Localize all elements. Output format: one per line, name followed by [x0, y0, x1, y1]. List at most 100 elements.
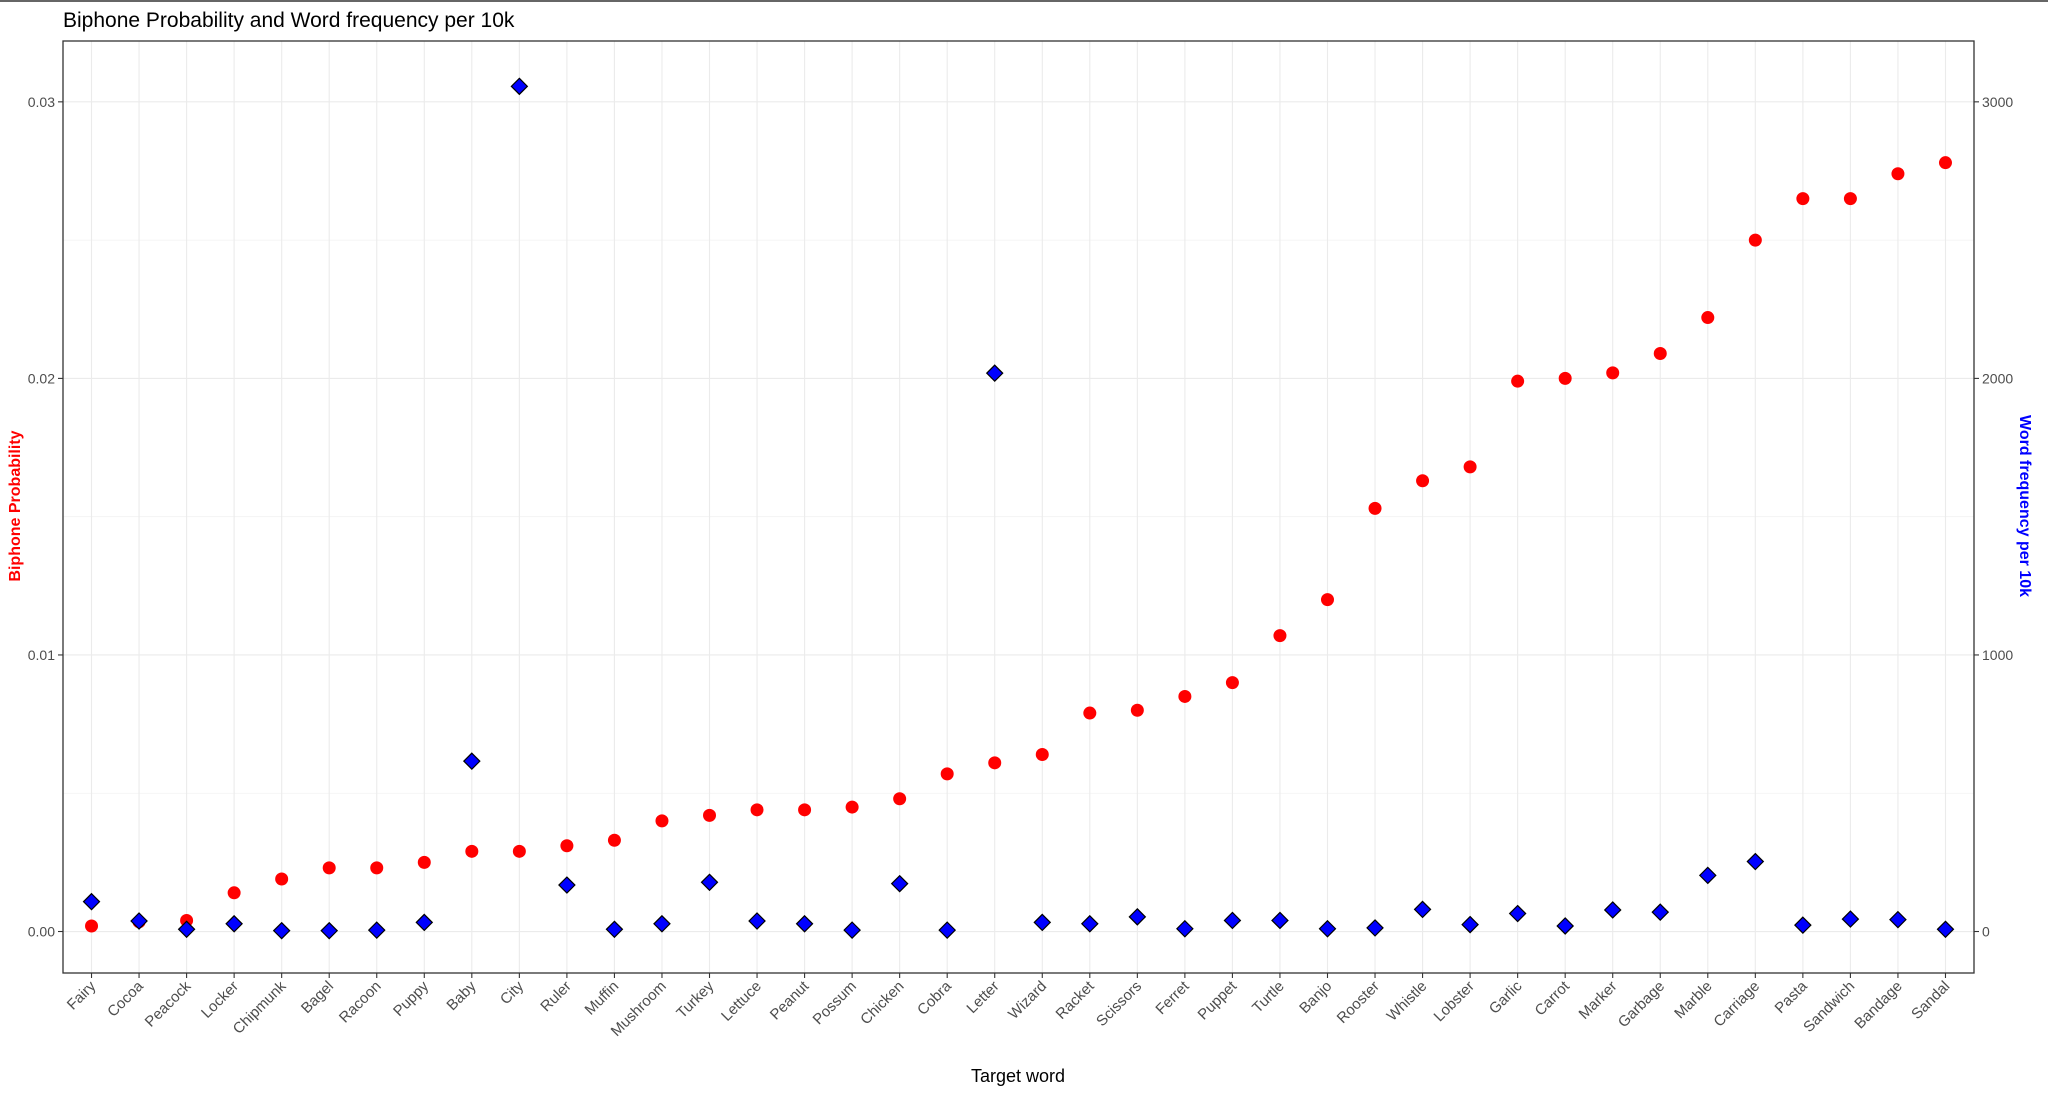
y-left-tick-label: 0.00 [28, 924, 55, 940]
frequency-point [225, 914, 243, 933]
biphone-point [1225, 676, 1239, 690]
biphone-point [512, 844, 526, 858]
biphone-point [1748, 233, 1762, 247]
frequency-point [177, 920, 196, 939]
frequency-point [320, 921, 339, 940]
biphone-point [1511, 374, 1525, 388]
x-tick-label: Puppet [1195, 977, 1241, 1023]
x-tick-label: Baby [443, 977, 480, 1014]
frequency-point [1128, 908, 1147, 926]
frequency-point [1080, 914, 1099, 933]
x-tick-label: Letter [963, 978, 1002, 1017]
frequency-point [1841, 910, 1860, 928]
x-tick-label: Whistle [1384, 978, 1431, 1025]
frequency-point [653, 914, 671, 933]
frequency-point [605, 920, 624, 939]
y-right-tick-label: 1000 [1982, 647, 2013, 663]
y-right-tick-label: 0 [1982, 924, 1990, 940]
frequency-point [1936, 920, 1955, 939]
biphone-point [1938, 156, 1952, 170]
frequency-point [462, 752, 481, 771]
frequency-point [1413, 900, 1432, 919]
x-tick-label: Possum [810, 978, 860, 1028]
biphone-point [798, 803, 812, 817]
frequency-point [938, 921, 957, 939]
x-tick-label: Racoon [336, 978, 385, 1027]
biphone-point [1130, 703, 1144, 717]
frequency-point [1271, 911, 1289, 930]
frequency-point [510, 77, 529, 96]
x-tick-label: Bagel [298, 978, 337, 1017]
x-tick-label: Locker [198, 978, 242, 1022]
frequency-point [1223, 911, 1242, 930]
biphone-point [1178, 689, 1192, 703]
biphone-point [1035, 748, 1049, 762]
frequency-point [558, 876, 576, 894]
x-tick-label: Sandal [1908, 978, 1953, 1023]
frequency-point [1366, 919, 1384, 937]
biphone-point [275, 872, 289, 886]
frequency-point [1746, 852, 1765, 871]
biphone-point [1653, 347, 1667, 361]
frequency-point [1461, 915, 1479, 934]
x-tick-label: Lobster [1431, 978, 1478, 1025]
biphone-point [227, 886, 241, 900]
biphone-point [607, 833, 621, 847]
biphone-point [1083, 706, 1097, 720]
points-layer [82, 77, 1955, 940]
x-tick-label: City [497, 977, 528, 1008]
biphone-point [560, 839, 574, 853]
y-left-tick-label: 0.01 [28, 647, 55, 663]
biphone-point [180, 913, 194, 927]
biphone-point [1368, 501, 1382, 515]
frequency-point [1033, 913, 1052, 932]
x-tick-label: Muffin [582, 978, 623, 1019]
grid-layer [63, 41, 1974, 973]
y-right-tick-label: 3000 [1982, 94, 2013, 110]
biphone-point [465, 844, 479, 858]
biphone-point [1891, 167, 1905, 181]
y-axis-title-left: Biphone Probability [7, 430, 24, 581]
x-tick-label: Ruler [537, 978, 574, 1015]
biphone-point [1796, 192, 1810, 206]
x-tick-label: Chipmunk [230, 977, 290, 1037]
frequency-point [1176, 919, 1194, 938]
x-tick-label: Racket [1053, 977, 1099, 1023]
frequency-point [272, 921, 291, 940]
frequency-point [890, 874, 909, 893]
frequency-point [82, 892, 101, 911]
x-tick-label: Pasta [1772, 977, 1812, 1017]
frequency-point [985, 364, 1004, 382]
x-tick-label: Cocoa [104, 977, 147, 1020]
biphone-point [85, 919, 99, 933]
x-tick-label: Bandage [1851, 978, 1905, 1032]
y-right-tick-label: 2000 [1982, 370, 2013, 386]
biphone-point [1558, 371, 1572, 385]
biphone-point [1463, 460, 1477, 474]
frequency-point [1794, 916, 1812, 935]
x-tick-label: Scissors [1093, 978, 1145, 1030]
frequency-point [1889, 910, 1907, 929]
frequency-point [367, 921, 386, 939]
frequency-point [748, 912, 766, 930]
biphone-point [845, 800, 859, 814]
x-axis-title: Target word [971, 1066, 1065, 1086]
biphone-point [417, 855, 431, 869]
x-tick-label: Banjo [1296, 978, 1335, 1017]
biphone-point [1701, 311, 1715, 325]
x-tick-label: Marker [1576, 978, 1621, 1023]
x-tick-label: Fairy [64, 977, 100, 1013]
biphone-point [988, 756, 1002, 770]
biphone-point [940, 767, 954, 781]
y-axis-title-right: Word frequency per 10k [2016, 415, 2033, 597]
x-tick-label: Garbage [1615, 978, 1668, 1031]
frequency-point [1603, 901, 1622, 919]
x-tick-label: Carrot [1532, 977, 1574, 1019]
chart-title: Biphone Probability and Word frequency p… [63, 9, 515, 32]
biphone-point [1416, 474, 1430, 488]
frequency-point [415, 913, 434, 932]
biphone-point [322, 861, 336, 875]
x-tick-label: Marble [1671, 978, 1715, 1022]
